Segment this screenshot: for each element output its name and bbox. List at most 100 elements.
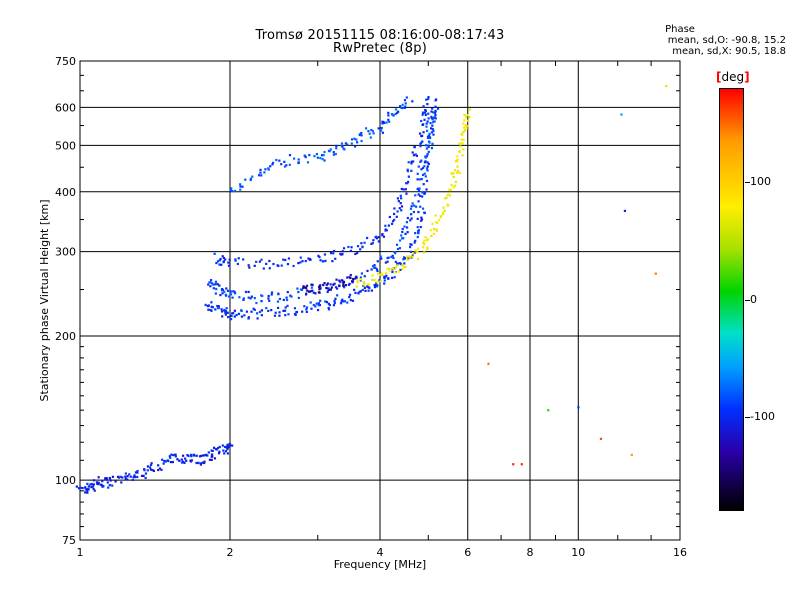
trace-point [335, 287, 339, 290]
trace-point [460, 138, 463, 141]
trace-point [178, 459, 181, 462]
trace-point [462, 126, 466, 129]
trace-point [334, 152, 337, 156]
trace-point [449, 188, 453, 192]
trace-point [267, 309, 270, 313]
trace-point [124, 472, 127, 475]
trace-point [386, 267, 389, 270]
trace-point [359, 279, 362, 282]
trace-point [416, 235, 419, 239]
trace-point [224, 450, 228, 453]
trace-point [267, 167, 270, 170]
trace-point [235, 313, 238, 317]
trace-point [414, 231, 417, 235]
trace-point [276, 300, 280, 303]
trace-point [351, 299, 355, 302]
trace-point [233, 309, 236, 312]
trace-point [322, 153, 325, 157]
trace-point [425, 147, 429, 150]
trace-point [373, 264, 376, 267]
trace-point [240, 315, 244, 318]
trace-point [429, 122, 432, 125]
trace-point [379, 273, 382, 276]
trace-point [217, 452, 221, 455]
trace-point [319, 157, 322, 160]
trace-point [218, 284, 221, 287]
trace-point [458, 150, 461, 153]
trace-point [183, 457, 187, 460]
trace-point [410, 162, 413, 165]
trace-point [371, 274, 374, 277]
trace-point [334, 297, 337, 300]
colorbar-tick [745, 417, 750, 418]
trace-point [409, 250, 413, 253]
trace-point [198, 455, 202, 458]
trace-point [260, 294, 263, 297]
trace-point [418, 132, 422, 135]
trace-point [427, 145, 430, 149]
trace-point [247, 290, 250, 294]
trace-point [423, 172, 426, 175]
trace-point [239, 183, 242, 186]
trace-point [326, 282, 329, 285]
trace-point [433, 120, 436, 123]
x-tick-label: 10 [571, 546, 585, 559]
trace-point [424, 108, 427, 112]
trace-point [458, 142, 461, 145]
trace-point [247, 316, 250, 319]
trace-point [315, 302, 318, 305]
trace-point [402, 188, 405, 191]
trace-point [387, 118, 390, 121]
trace-point [403, 265, 406, 268]
trace-point [356, 279, 359, 282]
trace-point [371, 265, 375, 268]
trace-point [223, 290, 226, 293]
trace-point [303, 286, 307, 289]
trace-point [251, 175, 254, 178]
trace-point [401, 264, 404, 267]
trace-point [86, 490, 89, 493]
trace-point [244, 290, 248, 294]
trace-point [342, 300, 345, 303]
trace-point [401, 230, 404, 234]
trace-point [367, 286, 370, 289]
trace-point [410, 217, 413, 220]
trace-point [229, 189, 232, 192]
trace-point [242, 258, 245, 261]
trace-point [417, 247, 420, 250]
trace-point [240, 309, 243, 313]
trace-point [323, 282, 326, 285]
scatter-point [620, 113, 623, 116]
trace-point [169, 456, 172, 459]
trace-point [425, 98, 428, 101]
trace-point [359, 276, 362, 279]
trace-point [405, 182, 408, 185]
trace-point [223, 308, 226, 312]
trace-point [401, 267, 404, 270]
trace-point [381, 131, 384, 134]
trace-point [413, 145, 416, 149]
trace-point [382, 235, 386, 238]
trace-point [379, 129, 383, 132]
trace-point [421, 173, 425, 177]
trace-point [234, 258, 237, 261]
trace-point [402, 237, 405, 240]
trace-point [253, 264, 256, 267]
trace-point [312, 291, 315, 294]
trace-point [422, 245, 425, 249]
trace-point [430, 146, 433, 150]
trace-point [285, 298, 289, 302]
trace-point [180, 458, 183, 461]
trace-point [131, 478, 134, 482]
trace-point [268, 299, 271, 302]
trace-point [215, 448, 218, 451]
trace-point [260, 258, 263, 261]
trace-point [207, 451, 210, 454]
trace-point [416, 226, 419, 229]
trace-point [403, 257, 407, 260]
trace-point [355, 285, 358, 288]
trace-point [462, 122, 465, 125]
trace-point [239, 188, 242, 191]
trace-point [413, 204, 416, 207]
